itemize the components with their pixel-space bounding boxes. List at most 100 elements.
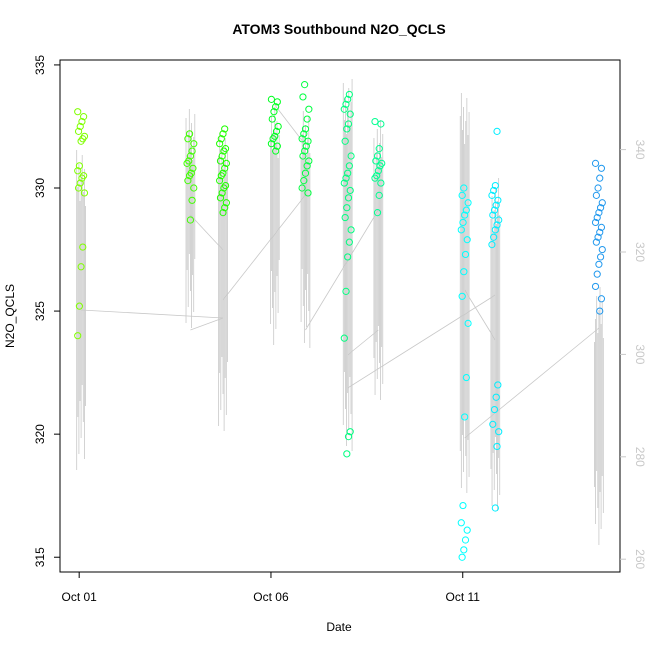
data-point — [74, 332, 82, 340]
data-point — [299, 93, 307, 101]
x-tick-label: Oct 01 — [61, 590, 97, 604]
y2-tick-label: 280 — [633, 447, 647, 467]
data-point — [298, 135, 306, 143]
data-point — [188, 196, 196, 204]
data-point — [375, 145, 383, 153]
data-point — [75, 302, 84, 310]
data-point — [591, 282, 600, 291]
data-point — [344, 194, 353, 202]
data-point — [492, 393, 500, 401]
plot-frame — [59, 59, 621, 573]
data-point — [594, 233, 602, 241]
data-point — [595, 209, 603, 217]
data-point — [494, 196, 502, 204]
data-point — [597, 164, 606, 172]
data-point — [491, 226, 499, 234]
data-point — [464, 199, 472, 207]
y2-tick-label: 300 — [633, 344, 647, 364]
data-point — [303, 115, 311, 123]
data-point — [190, 140, 198, 148]
data-point — [302, 142, 310, 150]
data-points — [74, 81, 606, 561]
data-point — [463, 236, 471, 244]
data-point — [218, 189, 226, 197]
transit-segment — [464, 289, 496, 341]
data-point — [490, 206, 499, 214]
y-tick-label: 335 — [33, 55, 47, 75]
y2-tick-label: 260 — [633, 549, 647, 569]
data-point — [221, 164, 229, 172]
data-point — [345, 238, 353, 246]
transit-segment — [81, 309, 224, 319]
data-point — [344, 253, 352, 261]
y2-tick-label: 340 — [633, 140, 647, 160]
data-point — [460, 184, 468, 192]
data-point — [491, 181, 499, 190]
data-point — [344, 120, 353, 128]
data-point — [216, 157, 225, 165]
y-axis-label: N2O_QCLS — [3, 284, 17, 348]
data-point — [594, 184, 602, 192]
data-point — [597, 223, 606, 231]
data-point — [347, 226, 355, 234]
data-point — [305, 105, 313, 113]
data-point — [346, 110, 354, 118]
data-point — [598, 199, 606, 207]
data-point — [459, 218, 467, 227]
data-point — [457, 226, 465, 234]
data-point — [298, 184, 306, 192]
data-point — [340, 334, 348, 342]
y-tick-label: 330 — [33, 178, 47, 198]
data-point — [591, 218, 600, 227]
data-point — [216, 177, 224, 185]
data-point — [373, 209, 382, 217]
x-tick-label: Oct 11 — [446, 590, 481, 604]
data-point — [461, 211, 469, 219]
transit-segment — [190, 317, 224, 331]
data-point — [184, 177, 192, 185]
data-point — [346, 186, 354, 195]
data-point — [341, 213, 349, 222]
data-point — [593, 213, 601, 222]
data-point — [459, 501, 467, 510]
data-point — [185, 172, 194, 180]
data-point — [273, 98, 281, 106]
data-point — [492, 201, 500, 209]
data-point — [300, 130, 308, 138]
data-point — [490, 233, 498, 241]
data-point — [301, 169, 310, 177]
data-point — [269, 135, 277, 143]
data-point — [77, 137, 85, 145]
data-point — [491, 504, 499, 512]
data-point — [592, 238, 600, 246]
data-point — [341, 137, 349, 145]
data-point — [344, 169, 352, 177]
data-point — [78, 117, 86, 126]
data-point — [596, 307, 604, 315]
data-point — [80, 113, 88, 121]
data-point — [462, 373, 470, 382]
data-point — [377, 120, 385, 128]
data-point — [185, 130, 194, 138]
data-point — [303, 162, 311, 170]
data-point — [304, 189, 312, 197]
data-point — [592, 191, 600, 199]
data-point — [375, 191, 383, 199]
data-point — [493, 127, 501, 135]
x-axis: Oct 01 Oct 06 Oct 11 — [61, 572, 480, 604]
transit-segment — [305, 209, 379, 331]
data-point — [347, 152, 355, 160]
data-point — [301, 147, 309, 155]
data-point — [74, 127, 83, 135]
data-point — [493, 442, 501, 451]
data-point — [221, 204, 229, 212]
data-point — [458, 191, 466, 199]
data-point — [344, 95, 352, 103]
data-point — [183, 159, 191, 167]
data-point — [343, 450, 351, 458]
data-point — [74, 167, 82, 175]
data-point — [190, 184, 198, 192]
data-point — [216, 194, 225, 202]
data-point — [78, 174, 86, 182]
